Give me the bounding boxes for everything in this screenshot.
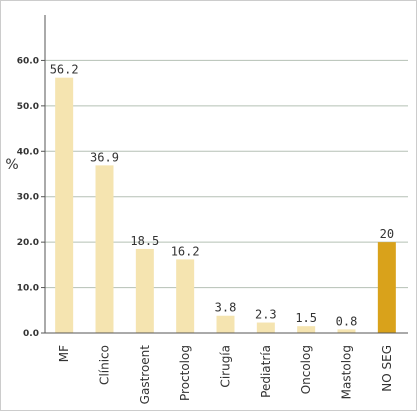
y-axis-label: % bbox=[5, 157, 18, 173]
y-tick-label: 10.0 bbox=[17, 284, 39, 294]
y-tick-label: 40.0 bbox=[17, 147, 39, 157]
value-label: 0.8 bbox=[336, 314, 358, 328]
category-label: Cirugía bbox=[219, 345, 233, 388]
bar-clínico bbox=[95, 165, 114, 333]
value-label: 20 bbox=[380, 227, 394, 241]
value-labels: 56.2 36.9 18.5 16.2 3.8 2.3 1.5 0.8 20 bbox=[50, 63, 394, 329]
bars bbox=[55, 77, 396, 333]
category-label: Gastroent bbox=[138, 345, 152, 405]
bar-oncolog bbox=[297, 326, 316, 333]
category-label: Pediatría bbox=[259, 345, 273, 398]
y-tick-label: 60.0 bbox=[17, 56, 39, 66]
y-tick-label: 20.0 bbox=[17, 238, 39, 248]
y-tick-label: 0.0 bbox=[23, 329, 39, 339]
y-tick-label: 30.0 bbox=[17, 193, 39, 203]
value-label: 2.3 bbox=[255, 308, 277, 322]
category-label: NO SEG bbox=[380, 345, 394, 392]
bar-gastroent bbox=[135, 248, 154, 333]
category-label: Oncolog bbox=[299, 345, 313, 394]
bar-no-seg bbox=[377, 242, 396, 333]
value-label: 1.5 bbox=[295, 311, 317, 325]
category-label: Mastolog bbox=[340, 345, 354, 399]
value-label: 16.2 bbox=[171, 244, 200, 258]
category-label: Clínico bbox=[98, 345, 112, 385]
category-labels: MF Clínico Gastroent Proctolog Cirugía Pediat… bbox=[57, 345, 394, 405]
y-axis-ticks: 0.0 10.0 20.0 30.0 40.0 50.0 60.0 bbox=[17, 56, 45, 339]
value-label: 3.8 bbox=[215, 301, 237, 315]
bar-mastolog bbox=[337, 329, 356, 333]
value-label: 56.2 bbox=[50, 63, 79, 77]
bar-mf bbox=[55, 77, 74, 333]
category-label: Proctolog bbox=[178, 345, 192, 401]
bar-proctolog bbox=[176, 259, 195, 333]
y-tick-label: 50.0 bbox=[17, 102, 39, 112]
value-label: 18.5 bbox=[130, 234, 159, 248]
bar-pediatría bbox=[256, 322, 275, 333]
value-label: 36.9 bbox=[90, 150, 119, 164]
category-label: MF bbox=[57, 345, 71, 362]
bar-cirugía bbox=[216, 315, 235, 333]
